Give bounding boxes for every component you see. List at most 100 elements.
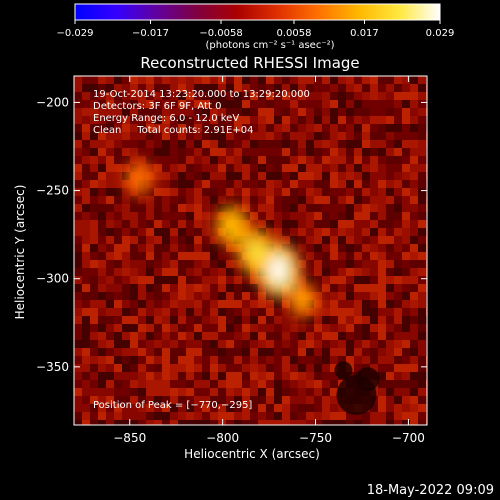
texture-cell <box>386 372 394 380</box>
texture-cell <box>74 380 82 388</box>
texture-cell <box>298 124 306 132</box>
texture-cell <box>330 300 338 308</box>
texture-cell <box>234 124 242 132</box>
texture-cell <box>146 100 154 108</box>
texture-cell <box>394 172 402 180</box>
texture-cell <box>210 204 218 212</box>
texture-cell <box>74 172 82 180</box>
texture-cell <box>98 124 106 132</box>
texture-cell <box>266 92 274 100</box>
texture-cell <box>258 340 266 348</box>
texture-cell <box>170 268 178 276</box>
texture-cell <box>242 124 250 132</box>
texture-cell <box>82 212 90 220</box>
texture-cell <box>138 84 146 92</box>
texture-cell <box>106 404 114 412</box>
texture-cell <box>114 188 122 196</box>
texture-cell <box>274 324 282 332</box>
texture-cell <box>282 116 290 124</box>
texture-cell <box>330 308 338 316</box>
texture-cell <box>330 100 338 108</box>
texture-cell <box>242 284 250 292</box>
texture-cell <box>170 172 178 180</box>
texture-cell <box>146 196 154 204</box>
texture-cell <box>410 348 418 356</box>
texture-cell <box>378 380 386 388</box>
texture-cell <box>354 332 362 340</box>
texture-cell <box>194 108 202 116</box>
texture-cell <box>354 300 362 308</box>
texture-cell <box>402 100 410 108</box>
texture-cell <box>138 372 146 380</box>
texture-cell <box>314 148 322 156</box>
texture-cell <box>274 380 282 388</box>
texture-cell <box>146 308 154 316</box>
texture-cell <box>154 396 162 404</box>
texture-cell <box>90 100 98 108</box>
texture-cell <box>170 396 178 404</box>
texture-cell <box>298 164 306 172</box>
texture-cell <box>354 348 362 356</box>
texture-cell <box>386 308 394 316</box>
texture-cell <box>202 340 210 348</box>
texture-cell <box>130 420 138 425</box>
texture-cell <box>378 276 386 284</box>
texture-cell <box>346 156 354 164</box>
texture-cell <box>354 196 362 204</box>
texture-cell <box>210 108 218 116</box>
texture-cell <box>394 404 402 412</box>
texture-cell <box>210 140 218 148</box>
texture-cell <box>378 236 386 244</box>
texture-cell <box>410 140 418 148</box>
colorbar-tick-label: −0.017 <box>132 28 169 39</box>
texture-cell <box>378 388 386 396</box>
texture-cell <box>98 284 106 292</box>
texture-cell <box>98 308 106 316</box>
texture-cell <box>386 284 394 292</box>
texture-cell <box>282 156 290 164</box>
colorbar-tick-label: 0.029 <box>426 28 455 39</box>
texture-cell <box>82 412 90 420</box>
texture-cell <box>98 364 106 372</box>
texture-cell <box>114 164 122 172</box>
texture-cell <box>282 324 290 332</box>
texture-cell <box>130 340 138 348</box>
texture-cell <box>322 196 330 204</box>
texture-cell <box>330 404 338 412</box>
texture-cell <box>258 212 266 220</box>
texture-cell <box>394 116 402 124</box>
y-tick-label: −200 <box>36 95 69 109</box>
texture-cell <box>218 324 226 332</box>
texture-cell <box>210 236 218 244</box>
texture-cell <box>314 420 322 425</box>
texture-cell <box>114 268 122 276</box>
texture-cell <box>194 156 202 164</box>
texture-cell <box>402 396 410 404</box>
texture-cell <box>298 252 306 260</box>
texture-cell <box>410 404 418 412</box>
texture-cell <box>242 116 250 124</box>
texture-cell <box>330 132 338 140</box>
texture-cell <box>162 268 170 276</box>
texture-cell <box>290 84 298 92</box>
texture-cell <box>138 348 146 356</box>
texture-cell <box>202 308 210 316</box>
texture-cell <box>362 116 370 124</box>
texture-cell <box>82 348 90 356</box>
texture-cell <box>282 76 290 84</box>
texture-cell <box>114 204 122 212</box>
texture-cell <box>82 356 90 364</box>
texture-cell <box>394 188 402 196</box>
texture-cell <box>154 292 162 300</box>
texture-cell <box>218 164 226 172</box>
texture-cell <box>306 108 314 116</box>
texture-cell <box>138 388 146 396</box>
texture-cell <box>306 252 314 260</box>
texture-cell <box>194 268 202 276</box>
texture-cell <box>210 212 218 220</box>
texture-cell <box>274 180 282 188</box>
texture-cell <box>170 244 178 252</box>
texture-cell <box>306 236 314 244</box>
texture-cell <box>242 156 250 164</box>
texture-cell <box>306 220 314 228</box>
